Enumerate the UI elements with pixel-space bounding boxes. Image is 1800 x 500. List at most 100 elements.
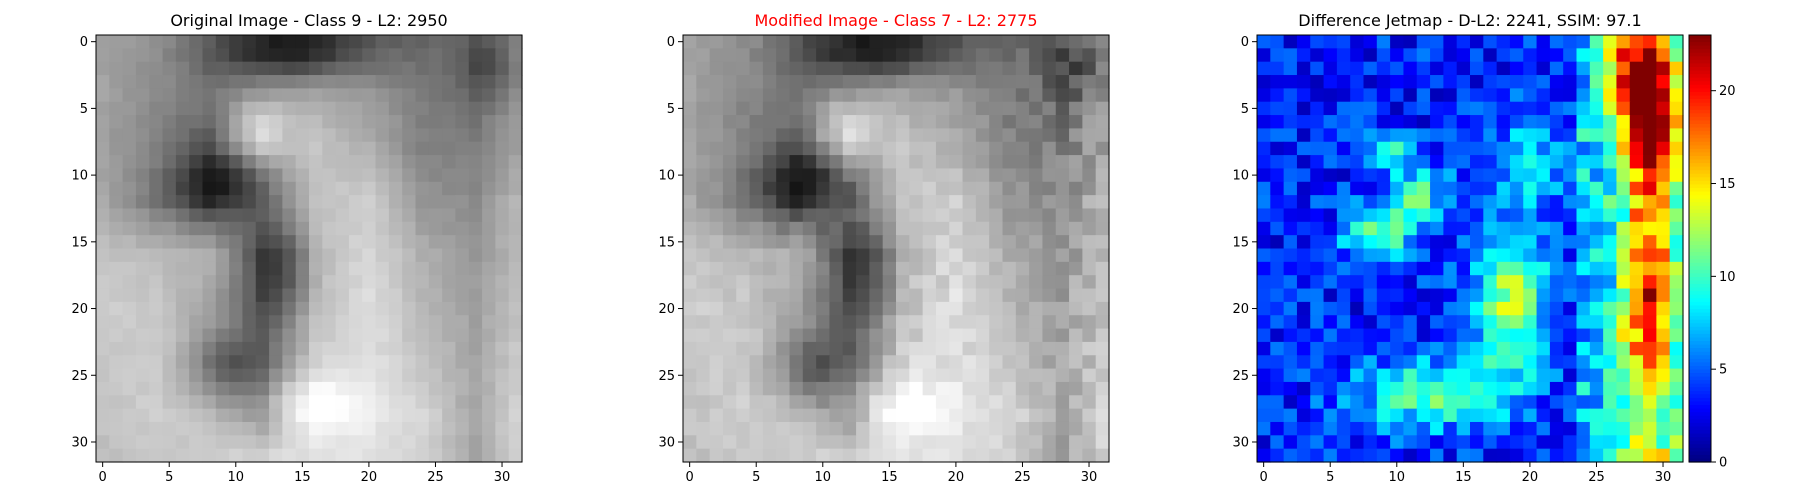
heatmap-cell (375, 261, 390, 276)
heatmap-cell (1523, 435, 1538, 450)
heatmap-cell (1376, 408, 1391, 423)
heatmap-cell (495, 408, 510, 423)
heatmap-cell (882, 128, 897, 143)
heatmap-cell (1576, 435, 1591, 450)
heatmap-cell (388, 61, 403, 76)
heatmap-cell (1416, 48, 1431, 63)
heatmap-cell (1629, 248, 1644, 263)
heatmap-cell (362, 48, 377, 63)
heatmap-cell (109, 155, 124, 170)
heatmap-cell (442, 341, 457, 356)
heatmap-cell (1669, 75, 1684, 89)
heatmap-cell (295, 128, 310, 143)
heatmap-cell (1470, 115, 1484, 129)
heatmap-cell (322, 235, 337, 250)
heatmap-cell (1390, 275, 1405, 290)
heatmap-cell (789, 261, 804, 276)
heatmap-cell (109, 408, 124, 423)
heatmap-cell (1055, 341, 1070, 356)
heatmap-cell (962, 35, 977, 49)
heatmap-cell (1082, 61, 1097, 76)
heatmap-cell (1082, 261, 1097, 276)
heatmap-cell (1416, 288, 1431, 303)
heatmap-cell (1363, 208, 1378, 223)
heatmap-cell (375, 381, 390, 396)
heatmap-cell (722, 115, 737, 129)
heatmap-cell (402, 248, 417, 263)
colorbar-segment (1689, 127, 1711, 132)
heatmap-cell (762, 328, 777, 343)
heatmap-cell (468, 168, 483, 183)
heatmap-cell (1095, 155, 1110, 170)
heatmap-cell (1283, 61, 1298, 76)
heatmap-cell (922, 208, 937, 223)
colorbar-segment (1689, 237, 1711, 242)
heatmap-cell (1055, 195, 1070, 210)
heatmap-cell (149, 88, 164, 103)
heatmap-cell (1257, 75, 1271, 89)
heatmap-cell (362, 88, 377, 103)
heatmap-cell (109, 301, 124, 316)
heatmap-cell (989, 35, 1004, 49)
heatmap-cell (1416, 408, 1431, 423)
heatmap-cell (282, 248, 297, 263)
heatmap-cell (816, 235, 831, 250)
heatmap-cell (322, 88, 337, 103)
heatmap-cell (789, 195, 804, 210)
heatmap-cell (162, 221, 177, 236)
heatmap-cell (1015, 421, 1030, 436)
heatmap-cell (1095, 248, 1110, 263)
heatmap-cell (135, 381, 150, 396)
heatmap-cell (1055, 75, 1070, 89)
heatmap-cell (149, 195, 164, 210)
heatmap-cell (1643, 181, 1657, 196)
heatmap-cell (1536, 61, 1551, 76)
heatmap-cell (922, 248, 937, 263)
heatmap-cell (1270, 115, 1285, 129)
heatmap-cell (215, 408, 230, 423)
heatmap-cell (229, 341, 244, 356)
heatmap-cell (1390, 341, 1405, 356)
heatmap-cell (309, 421, 323, 436)
heatmap-cell (1669, 155, 1684, 170)
heatmap-cell (1603, 208, 1618, 223)
heatmap-cell (508, 395, 523, 410)
heatmap-cell (348, 141, 363, 156)
heatmap-cell (215, 128, 230, 143)
heatmap-cell (375, 155, 390, 170)
heatmap-cell (736, 368, 751, 383)
heatmap-cell (96, 181, 110, 196)
heatmap-cell (816, 315, 831, 330)
heatmap-cell (922, 355, 937, 370)
heatmap-cell (322, 275, 337, 290)
heatmap-cell (1536, 448, 1551, 463)
heatmap-cell (1616, 421, 1631, 436)
heatmap-cell (816, 435, 831, 450)
heatmap-cell (428, 221, 443, 236)
heatmap-cell (202, 235, 217, 250)
heatmap-cell (1563, 101, 1578, 116)
heatmap-cell (175, 195, 190, 210)
heatmap-cell (508, 381, 523, 396)
heatmap-cell (202, 248, 217, 263)
heatmap-cell (1257, 315, 1271, 330)
heatmap-cell (1403, 381, 1418, 396)
heatmap-cell (362, 381, 377, 396)
heatmap-cell (869, 208, 884, 223)
heatmap-cell (1470, 328, 1484, 343)
heatmap-cell (295, 195, 310, 210)
heatmap-cell (1669, 35, 1684, 49)
heatmap-cell (229, 75, 244, 89)
colorbar-segment (1689, 316, 1711, 321)
heatmap-cell (909, 128, 924, 143)
heatmap-cell (1283, 235, 1298, 250)
colorbar-segment (1689, 294, 1711, 299)
heatmap-cell (202, 48, 217, 63)
heatmap-cell (1629, 381, 1644, 396)
heatmap-cell (335, 328, 350, 343)
heatmap-cell (736, 448, 751, 463)
heatmap-cell (428, 195, 443, 210)
heatmap-cell (1310, 195, 1325, 210)
heatmap-cell (109, 395, 124, 410)
heatmap-cell (696, 141, 711, 156)
